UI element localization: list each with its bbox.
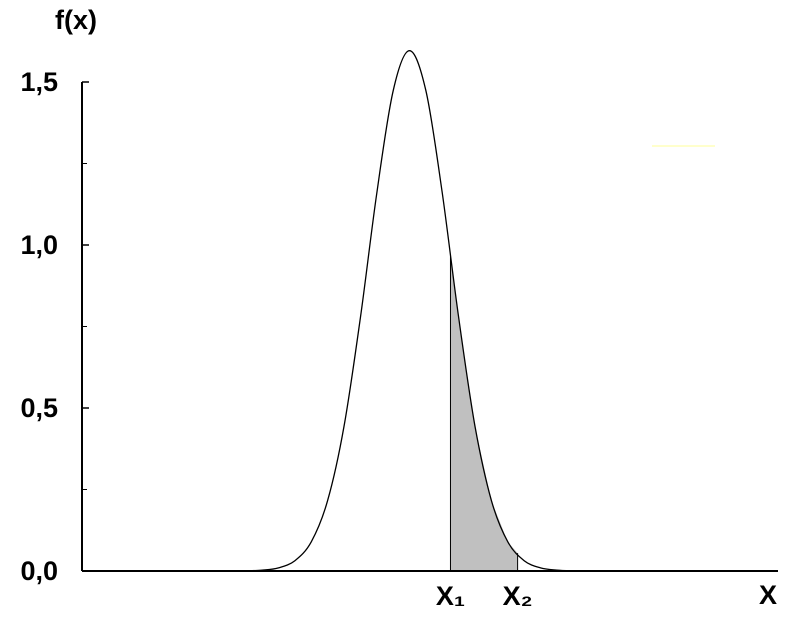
- shaded-area: [450, 255, 518, 571]
- y-tick-label: 1,0: [20, 230, 58, 260]
- y-tick-label: 0,0: [20, 556, 58, 586]
- density-curve: [245, 50, 574, 572]
- marker-label: X₂: [503, 581, 533, 611]
- marker-label: X₁: [436, 581, 465, 611]
- y-tick-label: 1,5: [20, 67, 58, 97]
- y-tick-label: 0,5: [20, 393, 58, 423]
- y-axis-label: f(x): [55, 5, 97, 35]
- x-axis-label: X: [759, 580, 777, 610]
